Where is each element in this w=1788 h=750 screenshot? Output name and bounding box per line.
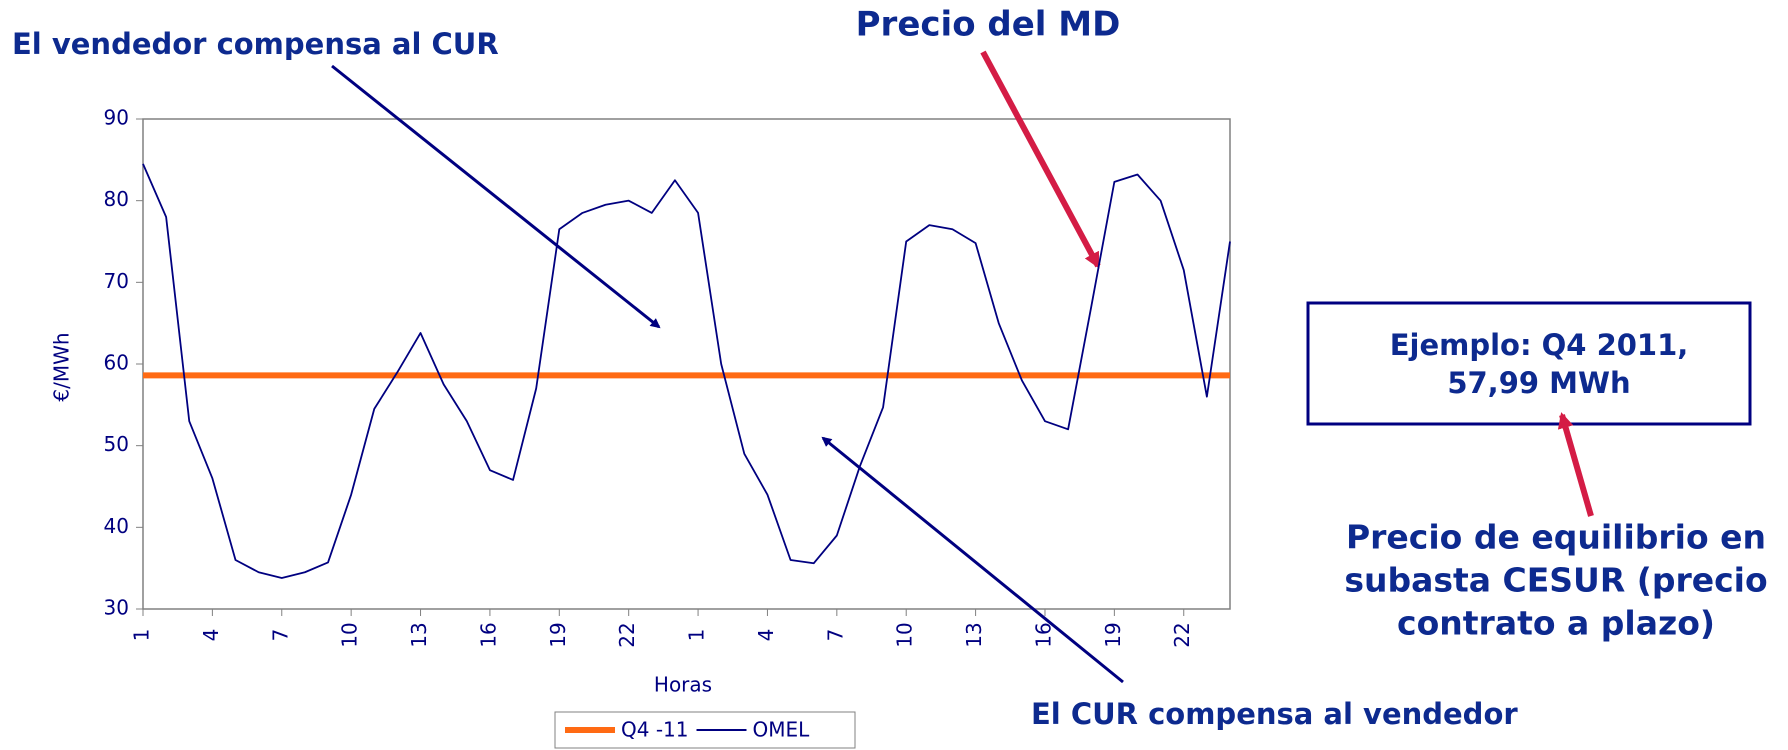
legend-label: Q4 -11 (621, 718, 689, 742)
annotation: contrato a plazo) (1397, 604, 1715, 643)
example-box (1306, 301, 1752, 426)
y-tick-label: 70 (104, 269, 129, 293)
y-tick-label: 50 (104, 432, 129, 456)
x-tick-label: 10 (338, 622, 362, 647)
annotation: subasta CESUR (precio (1344, 561, 1767, 600)
x-tick-label: 22 (615, 622, 639, 647)
annotation: Precio de equilibrio en (1346, 518, 1766, 557)
plot-area (142, 118, 1231, 610)
y-tick-label: 40 (104, 514, 129, 538)
annotation: El vendedor compensa al CUR (12, 27, 499, 61)
y-tick-label: 90 (104, 106, 129, 130)
annotation: El CUR compensa al vendedor (1031, 697, 1518, 731)
annotation: 57,99 MWh (1447, 366, 1630, 400)
arrow (1557, 412, 1594, 517)
y-tick-label: 30 (104, 596, 129, 620)
x-tick-label: 4 (199, 629, 223, 642)
x-tick-label: 1 (130, 629, 154, 642)
x-tick-label: 7 (823, 629, 847, 642)
legend-label: OMEL (753, 718, 811, 742)
x-tick-label: 4 (754, 629, 778, 642)
arrow (980, 50, 1101, 269)
arrow (331, 64, 661, 329)
arrow (821, 436, 1124, 684)
x-tick-label: 19 (1101, 622, 1125, 647)
x-tick-label: 13 (962, 622, 986, 647)
annotation: Precio del MD (856, 5, 1121, 45)
y-tick-label: 80 (104, 187, 129, 211)
y-axis-label: €/MWh (50, 332, 74, 401)
x-tick-label: 16 (1031, 622, 1055, 647)
x-tick-label: 7 (268, 629, 292, 642)
x-tick-label: 19 (546, 622, 570, 647)
x-tick-label: 16 (476, 622, 500, 647)
x-tick-label: 22 (1170, 622, 1194, 647)
x-tick-label: 10 (893, 622, 917, 647)
x-tick-label: 1 (685, 629, 709, 642)
x-tick-label: 13 (407, 622, 431, 647)
series-line (142, 163, 1231, 579)
y-tick-label: 60 (104, 351, 129, 375)
annotation: Ejemplo: Q4 2011, (1390, 328, 1689, 362)
x-axis-label: Horas (654, 673, 712, 697)
